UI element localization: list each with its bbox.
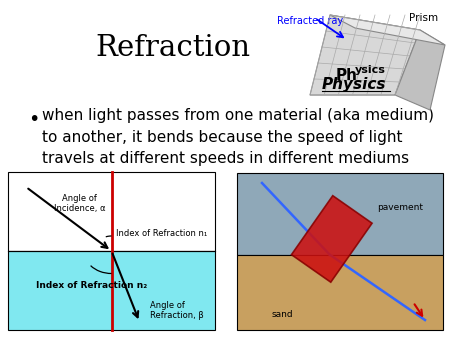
Bar — [8, 172, 215, 251]
Text: •: • — [28, 110, 40, 129]
Text: when light passes from one material (aka medium)
to another, it bends because th: when light passes from one material (aka… — [42, 108, 434, 166]
Text: ysics: ysics — [355, 65, 386, 75]
Text: Prism: Prism — [409, 13, 438, 23]
Text: Physics: Physics — [322, 77, 387, 93]
Polygon shape — [310, 15, 420, 95]
Text: sand: sand — [272, 310, 293, 319]
Polygon shape — [330, 15, 445, 45]
Bar — [237, 255, 443, 330]
Text: Ph: Ph — [336, 68, 358, 82]
Polygon shape — [395, 30, 445, 110]
Text: Index of Refraction n₁: Index of Refraction n₁ — [116, 228, 207, 238]
Text: Angle of
Incidence, α: Angle of Incidence, α — [54, 194, 105, 213]
Text: Refracted ray: Refracted ray — [277, 16, 343, 26]
Text: Index of Refraction n₂: Index of Refraction n₂ — [36, 282, 147, 290]
Polygon shape — [292, 196, 372, 282]
Bar — [8, 251, 215, 330]
Bar — [237, 173, 443, 255]
Text: Refraction: Refraction — [95, 34, 250, 62]
Text: Angle of
Refraction, β: Angle of Refraction, β — [149, 301, 203, 320]
Text: pavement: pavement — [377, 203, 423, 212]
